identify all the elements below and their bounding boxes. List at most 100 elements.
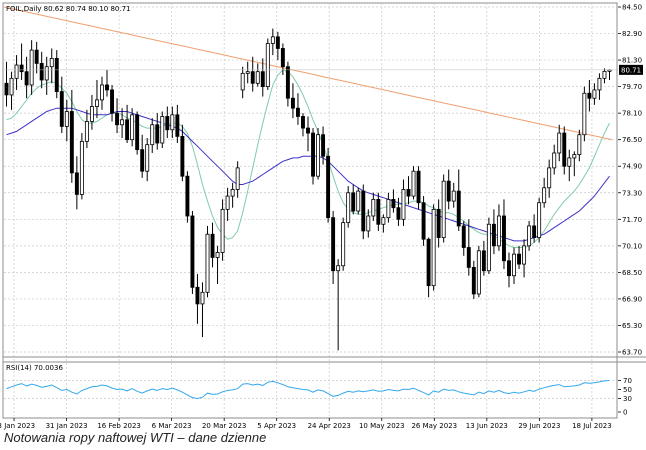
candle-body [426,238,431,287]
candle-body [301,116,305,129]
y-tick-label: 79.70 [622,83,642,91]
candle-body [386,199,391,219]
candle-body [331,217,336,272]
candle-body [346,192,351,224]
candle-body [316,134,321,177]
candle-body [285,66,290,99]
candle-body [4,82,9,96]
candle-body [175,114,180,137]
y-tick-label: 70.10 [622,242,642,250]
candle-body [84,121,89,142]
candle-body [215,252,220,258]
candle-body [280,48,285,68]
candle-body [245,71,250,74]
rsi-tick-label: 0 [623,409,627,417]
candle-body [160,116,165,144]
candle-body [74,172,79,195]
candle-body [592,89,597,99]
candle-body [481,250,486,272]
y-tick-label: 71.70 [622,216,642,224]
candle-body [39,62,44,81]
x-tick-label: 13 Jun 2023 [466,422,508,430]
candlesticks [4,28,612,351]
candle-body [552,152,557,169]
candle-body [321,134,326,157]
candle-body [597,77,602,91]
candle-body [512,253,516,277]
candle-body [582,92,587,136]
candle-body [170,114,175,131]
rsi-line [6,380,610,400]
rsi-panel [4,380,618,400]
x-tick-label: 24 Apr 2023 [308,422,351,430]
candle-body [507,260,511,277]
candle-body [49,58,54,68]
candle-body [180,135,185,177]
candle-body [130,114,135,141]
candle-body [406,189,411,197]
candle-body [190,215,195,288]
y-tick-label: 84.50 [622,4,642,12]
candle-body [557,132,562,154]
candle-body [517,253,521,265]
candle-body [366,215,371,232]
chart-caption: Notowania ropy naftowej WTI – dane dzien… [4,430,267,445]
candle-body [145,144,150,172]
x-tick-label: 20 Mar 2023 [202,422,246,430]
candle-body [456,190,461,227]
x-tick-label: 29 Jun 2023 [518,422,560,430]
candle-body [59,91,64,127]
candle-body [275,36,280,49]
candle-body [376,199,381,225]
candle-body [401,189,406,220]
x-tick-label: 5 Apr 2023 [257,422,296,430]
candle-body [416,170,421,204]
candle-body [210,233,215,258]
candle-body [110,89,114,114]
candle-body [431,208,436,287]
candle-body [165,116,170,131]
candle-body [311,132,315,177]
candle-body [451,190,456,202]
candle-body [602,70,607,79]
candle-body [446,180,451,202]
candle-body [522,245,527,265]
candle-body [140,149,145,172]
candle-body [295,107,300,117]
candle-body [89,106,94,122]
rsi-tick-label: 50 [623,386,632,394]
symbol-header: FOIL,Daily 80.62 80.74 80.10 80.71 [6,5,131,13]
y-tick-label: 82.90 [622,30,642,38]
rsi-tick-label: 70 [623,377,632,385]
candle-body [567,157,572,167]
rsi-tick-label: 30 [623,395,632,403]
candle-body [265,43,270,88]
candle-body [336,265,341,272]
rsi-label: RSI(14) 70.0036 [6,364,63,372]
x-tick-label: 26 May 2023 [411,422,457,430]
candle-body [205,233,210,293]
last-price-label: 80.71 [621,66,641,74]
candle-body [361,190,366,232]
y-tick-label: 78.10 [622,110,642,118]
y-tick-label: 73.30 [622,189,642,197]
candle-body [19,64,24,73]
candle-body [24,71,29,86]
grid [4,3,618,416]
candle-body [79,140,84,195]
indicator-line-3 [3,6,613,141]
x-tick-label: 31 Jan 2023 [46,422,88,430]
indicator-line-2 [6,107,610,242]
indicator-lines [3,6,613,248]
y-tick-label: 65.30 [622,322,642,330]
candle-body [471,267,476,295]
x-tick-label: 6 Mar 2023 [152,422,192,430]
candle-body [466,247,471,268]
x-tick-label: 10 May 2023 [359,422,405,430]
candle-body [562,132,567,167]
y-tick-label: 76.50 [622,136,642,144]
axes: 84.50 82.90 81.30 79.70 78.10 76.50 74.90 73.30… [0,4,646,430]
candle-body [195,286,200,305]
candle-body [396,207,401,220]
